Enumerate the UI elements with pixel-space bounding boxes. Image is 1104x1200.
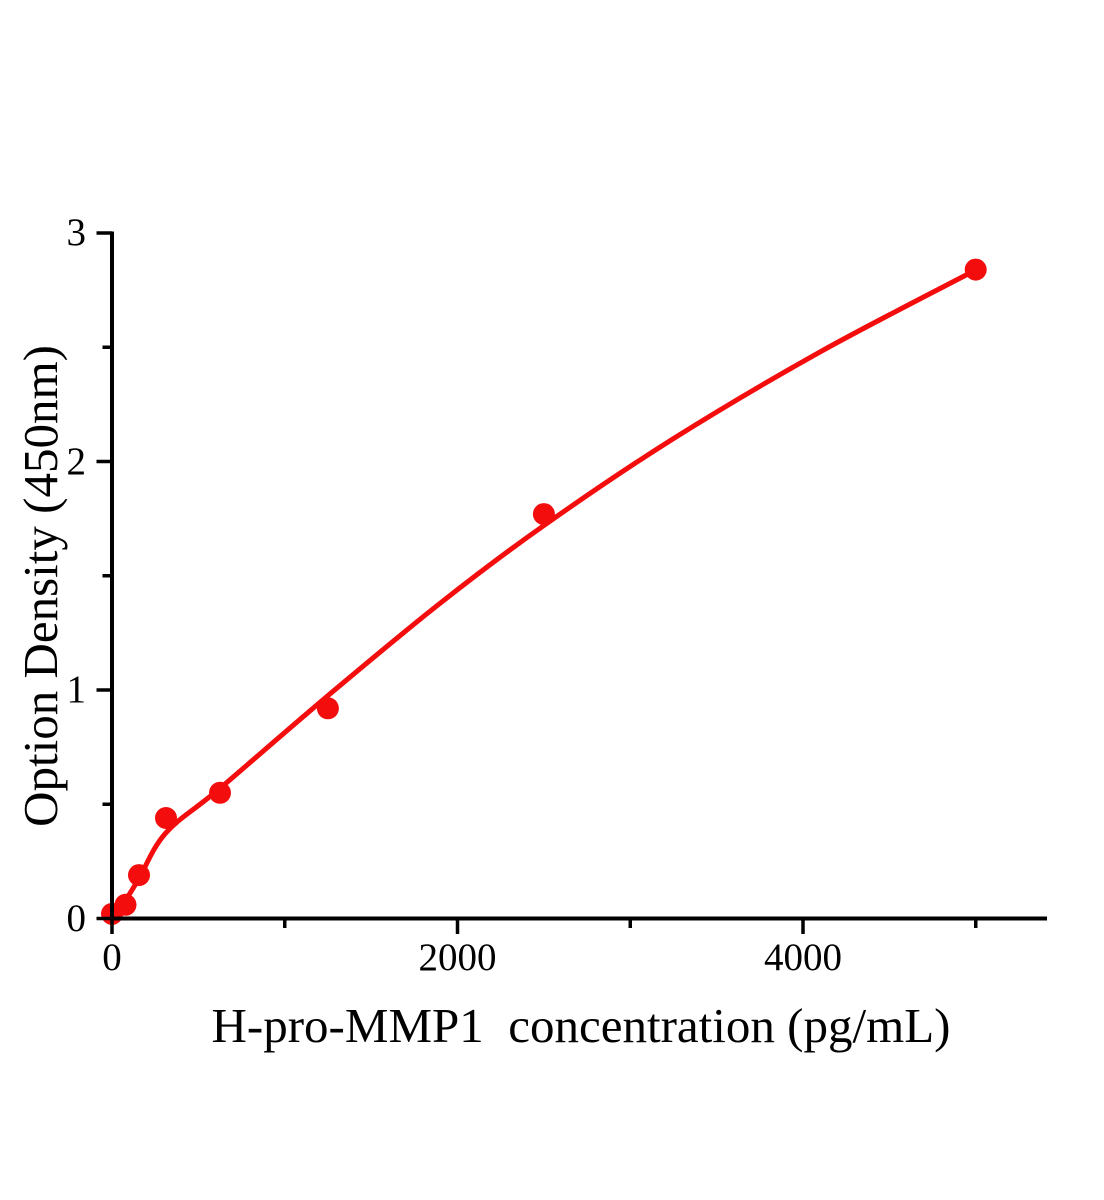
data-point bbox=[532, 503, 555, 526]
data-point bbox=[209, 781, 231, 804]
y-axis-title: Option Density (450nm) bbox=[13, 345, 68, 827]
data-point bbox=[114, 893, 137, 916]
data-point bbox=[128, 864, 150, 887]
y-tick-label-0: 0 bbox=[66, 896, 87, 940]
x-tick-label-2000: 2000 bbox=[418, 936, 497, 979]
y-tick-label-3: 3 bbox=[66, 211, 87, 254]
fit-curve-layer bbox=[109, 267, 979, 920]
data-points-layer bbox=[101, 258, 987, 925]
data-point bbox=[155, 807, 177, 829]
data-point bbox=[316, 697, 339, 720]
x-axis-title: H-pro-MMP1 concentration (pg/mL) bbox=[211, 998, 951, 1053]
y-tick-label-2: 2 bbox=[66, 439, 87, 483]
axes-layer bbox=[96, 231, 1047, 934]
x-tick-label-0: 0 bbox=[102, 936, 122, 979]
fit-curve bbox=[109, 267, 979, 920]
data-point bbox=[964, 258, 987, 281]
y-tick-label-1: 1 bbox=[66, 668, 87, 711]
x-tick-label-4000: 4000 bbox=[764, 936, 842, 979]
